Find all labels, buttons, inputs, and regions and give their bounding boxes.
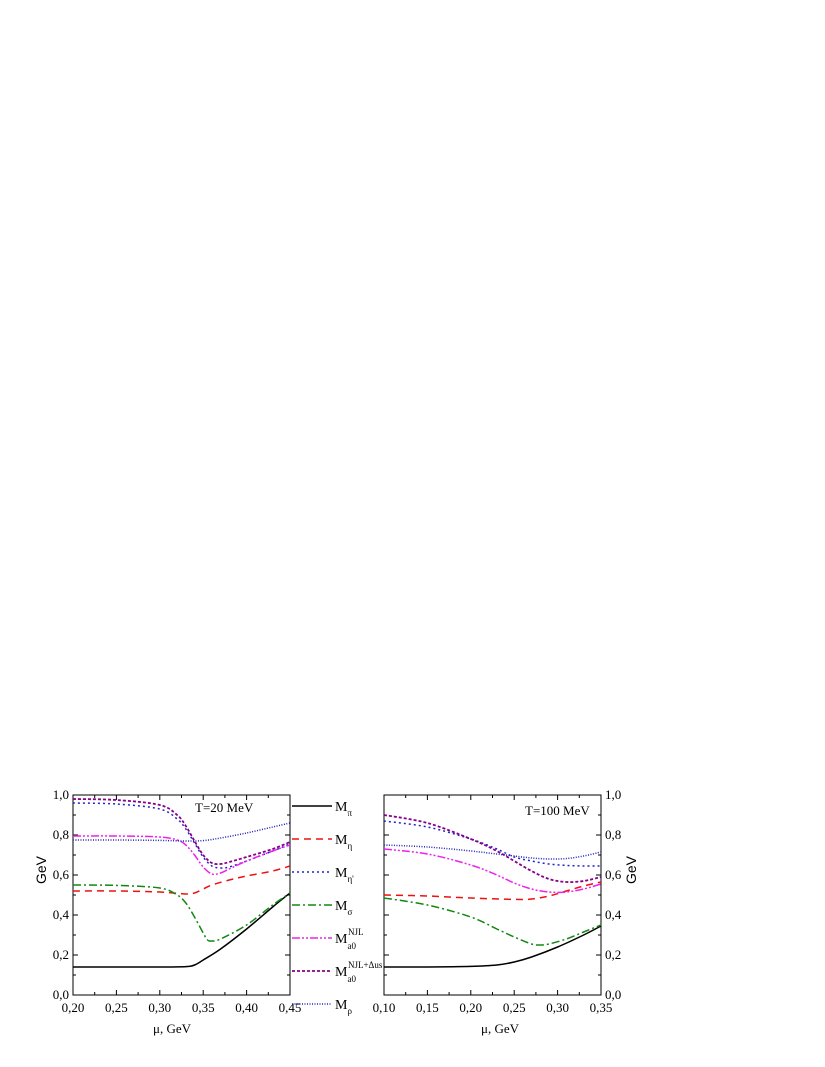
x-tick-label: 0,15 [416, 1000, 439, 1015]
left-y-ticks: 0,0 0,2 0,4 0,6 0,8 1,0 [53, 787, 290, 1002]
legend-item-sigma: Mσ [292, 899, 352, 917]
legend-label: Ma0NJL [335, 927, 363, 951]
right-x-ticks: 0,10 0,15 0,20 0,25 0,30 0,35 [373, 795, 613, 1015]
series-line-sigma [72, 884, 291, 942]
y-tick-label: 0,2 [605, 947, 621, 962]
y-tick-label: 0,6 [605, 867, 622, 882]
series-line-pi [383, 925, 602, 968]
legend-label: Mπ [335, 800, 352, 818]
series-line-eta [72, 865, 291, 895]
x-tick-label: 0,10 [373, 1000, 396, 1015]
y-tick-label: 0,4 [605, 907, 622, 922]
x-tick-label: 0,35 [192, 1000, 215, 1015]
y-tick-label: 0,6 [53, 867, 70, 882]
legend-label: Mσ [335, 899, 352, 917]
left-annotation: T=20 MeV [195, 800, 254, 815]
left-chart-panel: 0,20 0,25 0,30 0,35 0,40 0,45 0,0 0,2 0,4 0,6 0,8… [33, 787, 301, 1036]
series-line-a0njl [72, 835, 291, 876]
left-x-ticks: 0,20 0,25 0,30 0,35 0,40 0,45 [62, 795, 302, 1015]
series-line-a0d [72, 798, 291, 866]
legend-item-pi: Mπ [292, 800, 352, 818]
legend-item-eta: Mη [292, 833, 352, 851]
legend-label: Mη [335, 833, 352, 851]
right-series [383, 814, 602, 968]
series-line-rho [72, 822, 291, 842]
legend-label: Ma0NJL+Δus [335, 960, 383, 984]
left-plot-frame [72, 794, 291, 996]
x-tick-label: 0,35 [590, 1000, 613, 1015]
x-tick-label: 0,30 [148, 1000, 171, 1015]
y-tick-label: 0,2 [53, 947, 69, 962]
y-tick-label: 0,0 [53, 987, 69, 1002]
y-tick-label: 0,8 [605, 827, 621, 842]
series-line-a0d [383, 814, 602, 883]
legend: Mπ Mη Mη' Mσ Ma0NJL Ma0NJL+Δus Mρ [292, 800, 383, 1016]
series-line-etap [383, 820, 602, 867]
legend-item-rho: Mρ [292, 998, 352, 1016]
x-tick-label: 0,20 [459, 1000, 482, 1015]
right-chart-panel: 0,10 0,15 0,20 0,25 0,30 0,35 0,0 0,2 0,4 0,6 0,8… [373, 787, 639, 1036]
left-x-axis-title: μ, GeV [153, 1021, 192, 1036]
series-line-sigma [383, 897, 602, 946]
series-line-a0njl [383, 848, 602, 894]
x-tick-label: 0,40 [235, 1000, 258, 1015]
y-tick-label: 1,0 [605, 787, 621, 802]
legend-item-a0d: Ma0NJL+Δus [292, 960, 383, 984]
y-tick-label: 0,8 [53, 827, 69, 842]
y-tick-label: 0,0 [605, 987, 621, 1002]
y-tick-label: 0,4 [53, 907, 70, 922]
x-tick-label: 0,45 [279, 1000, 302, 1015]
x-tick-label: 0,30 [546, 1000, 569, 1015]
legend-label: Mη' [335, 866, 354, 884]
legend-item-etap: Mη' [292, 866, 354, 884]
x-tick-label: 0,25 [503, 1000, 526, 1015]
y-tick-label: 1,0 [53, 787, 69, 802]
x-tick-label: 0,20 [62, 1000, 85, 1015]
right-x-axis-title: μ, GeV [481, 1021, 520, 1036]
series-line-eta [383, 881, 602, 901]
x-tick-label: 0,25 [105, 1000, 128, 1015]
right-y-axis-title: GeV [623, 855, 639, 884]
right-annotation: T=100 MeV [525, 803, 590, 818]
legend-label: Mρ [335, 998, 352, 1016]
left-series [72, 798, 291, 968]
right-y-ticks: 0,0 0,2 0,4 0,6 0,8 1,0 [384, 787, 622, 1002]
legend-item-a0njl: Ma0NJL [292, 927, 363, 951]
series-line-pi [73, 892, 291, 968]
left-y-axis-title: GeV [33, 855, 49, 884]
